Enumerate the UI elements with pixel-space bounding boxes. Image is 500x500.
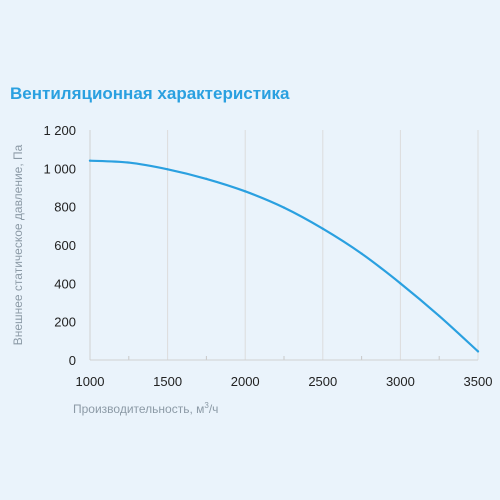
- series-line-0: [88, 159, 480, 353]
- x-axis-label: Производительность, м3/ч: [73, 401, 218, 416]
- data-point: [438, 314, 441, 318]
- x-tick-label: 3000: [386, 374, 415, 389]
- x-tick-label: 2000: [231, 374, 260, 389]
- grid-lines: [128, 130, 479, 360]
- series-group: [88, 159, 480, 353]
- chart-title: Вентиляционная характеристика: [10, 84, 290, 103]
- data-point: [282, 206, 286, 209]
- y-tick-label: 200: [54, 315, 76, 330]
- y-tick-label: 1 000: [43, 161, 76, 176]
- x-axis-label-sup: 3: [204, 401, 209, 410]
- data-point: [244, 190, 247, 193]
- x-axis-label-end: /ч: [209, 402, 219, 416]
- x-tick-label: 1000: [76, 374, 105, 389]
- data-point: [166, 168, 169, 171]
- data-point: [88, 159, 92, 162]
- data-point: [321, 227, 324, 230]
- y-tick-label: 800: [54, 200, 76, 215]
- y-tick-labels: 0 200 400 600 800 1 000 1 200: [43, 123, 76, 368]
- x-tick-label: 2500: [308, 374, 337, 389]
- x-tick-labels: 1000 1500 2000 2500 3000 3500: [76, 374, 493, 389]
- y-tick-label: 400: [54, 276, 76, 291]
- x-tick-label: 3500: [464, 374, 493, 389]
- y-tick-label: 600: [54, 238, 76, 253]
- y-axis-label: Внешнее статическое давление, Па: [11, 144, 25, 345]
- data-points: [88, 159, 480, 353]
- x-axis-label-main: Производительность, м: [73, 402, 204, 416]
- data-point: [205, 177, 208, 180]
- data-point: [476, 350, 480, 353]
- y-tick-label: 1 200: [43, 123, 76, 138]
- data-point: [127, 161, 130, 164]
- data-point: [399, 282, 402, 285]
- x-tick-label: 1500: [153, 374, 182, 389]
- y-tick-label: 0: [69, 353, 76, 368]
- data-point: [360, 252, 363, 255]
